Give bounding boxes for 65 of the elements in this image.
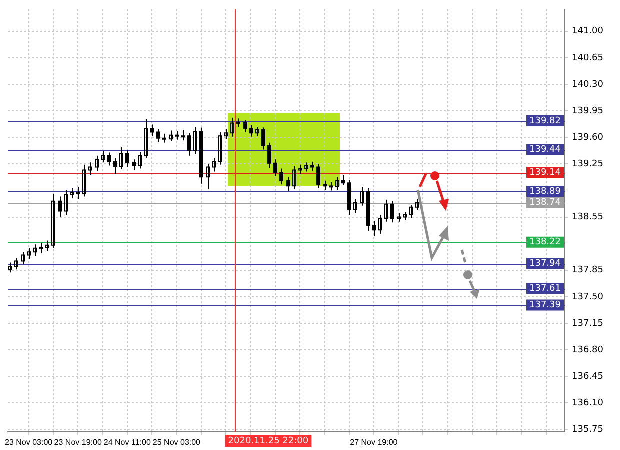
candlestick: [194, 126, 198, 155]
candlestick: [8, 262, 12, 274]
x-tick-label: 24 Nov 11:00: [104, 438, 152, 448]
candlestick: [88, 162, 92, 176]
candlestick: [304, 162, 308, 172]
y-tick-label: 137.85: [572, 266, 604, 276]
ref-line-label: 138.89: [530, 186, 562, 197]
candlestick: [384, 199, 388, 222]
candlestick: [70, 188, 74, 199]
candlestick: [40, 242, 44, 254]
candlestick: [336, 176, 340, 190]
y-tick-label: 136.10: [572, 398, 604, 409]
candlestick: [34, 244, 38, 256]
candlestick: [64, 189, 68, 216]
candlestick: [28, 248, 32, 260]
candlestick: [170, 130, 174, 142]
x-tick-label: 23 Nov 19:00: [54, 438, 102, 448]
candlestick: [82, 164, 86, 198]
candlestick: [416, 198, 420, 211]
x-tick-label: 23 Nov 03:00: [5, 438, 54, 448]
y-tick-label: 139.95: [572, 106, 604, 116]
candlestick: [96, 155, 100, 172]
candlestick: [224, 128, 228, 140]
y-tick-label: 140.30: [572, 80, 604, 90]
candlestick: [120, 146, 124, 170]
y-tick-label: 136.80: [572, 345, 604, 356]
y-tick-label: 141.00: [572, 26, 604, 37]
candlestick: [14, 258, 18, 270]
candlestick: [256, 126, 260, 137]
x-tick-label: 25 Nov 03:00: [152, 438, 202, 448]
y-tick-label: 138.55: [572, 212, 604, 223]
ref-line-label: 137.94: [530, 258, 562, 269]
candlestick: [102, 150, 106, 164]
y-tick-label: 137.50: [572, 292, 604, 302]
ref-line-label: 137.39: [530, 300, 562, 311]
candlestick: [378, 214, 382, 234]
candlestick: [410, 204, 414, 219]
ref-line-label: 139.14: [530, 168, 562, 178]
ref-line-label: 138.74: [530, 198, 562, 208]
candlestick: [22, 252, 26, 265]
candlestick: [144, 118, 148, 159]
y-tick-label: 140.65: [572, 53, 604, 64]
y-tick-label: 136.45: [572, 372, 604, 382]
y-tick-label: 137.15: [572, 318, 604, 329]
candlestick: [182, 130, 186, 142]
candlestick: [298, 164, 302, 175]
candlestick: [138, 152, 142, 170]
candlestick: [46, 240, 50, 252]
ref-line-label: 2020.11.25 22:00: [228, 436, 309, 446]
ref-line-label: 138.22: [530, 238, 562, 248]
candlestick: [218, 132, 222, 166]
candlestick: [206, 164, 210, 190]
x-tick-label: 27 Nov 19:00: [350, 438, 398, 448]
candlestick: [52, 194, 56, 249]
candlestick: [230, 117, 234, 138]
y-tick-label: 135.75: [572, 425, 604, 436]
candlestick: [212, 158, 216, 172]
y-tick-label: 139.25: [572, 160, 604, 170]
candlestick: [360, 186, 364, 206]
ref-line-label: 139.44: [530, 145, 562, 156]
y-tick-label: 139.60: [572, 132, 604, 143]
candlestick: [292, 166, 296, 190]
ref-line-label: 137.61: [530, 284, 562, 294]
ref-line-label: 139.82: [530, 116, 562, 126]
candlestick: [354, 198, 358, 214]
